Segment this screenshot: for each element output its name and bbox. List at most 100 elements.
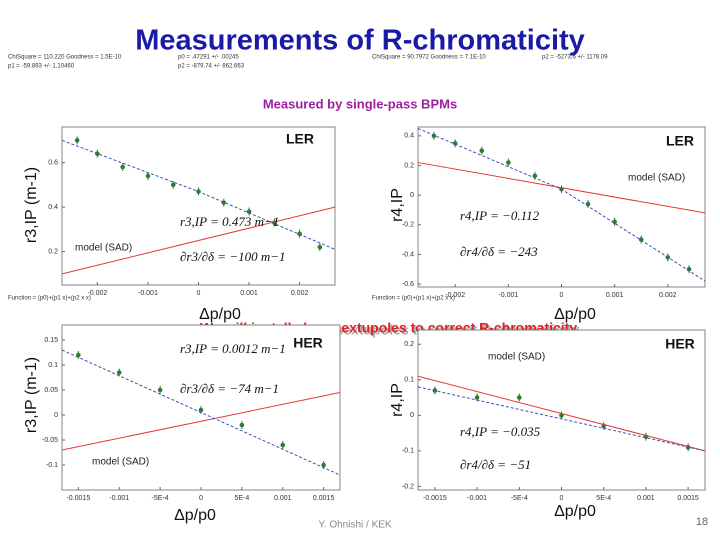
fit-stat: p2 = -5273.6 +/- 1178.09 <box>542 55 608 61</box>
data-point <box>321 462 326 468</box>
data-point <box>246 209 252 214</box>
data-point <box>506 160 511 165</box>
annotation: ∂r4/∂δ = −243 <box>460 244 538 259</box>
annotation: r3,IP = 0.473 m−1 <box>180 214 279 229</box>
y-tick-label: 0.15 <box>44 337 58 344</box>
x-tick-label: -0.001 <box>138 290 158 297</box>
data-point <box>474 395 480 400</box>
data-point <box>280 442 286 448</box>
x-tick-label: 0 <box>560 292 564 299</box>
y-tick-label: -0.2 <box>402 222 414 229</box>
x-tick-label: 0 <box>199 495 203 502</box>
data-point <box>317 244 323 250</box>
y-tick-label: 0.6 <box>48 159 58 166</box>
y-axis-label: r4,IP <box>389 383 406 417</box>
y-tick-label: 0.1 <box>404 377 414 384</box>
x-tick-label: -0.002 <box>445 292 465 299</box>
x-axis-label: Δp/p0 <box>554 306 596 323</box>
plot-area <box>417 329 706 491</box>
y-tick-label: 0.4 <box>404 133 414 140</box>
data-point <box>116 370 122 375</box>
x-tick-label: 0.001 <box>240 290 258 297</box>
model-line <box>61 206 336 275</box>
x-tick-label: -0.001 <box>109 495 129 502</box>
x-tick-label: 0.001 <box>606 292 624 299</box>
model-label: model (SAD) <box>75 243 132 254</box>
model-line <box>417 162 706 214</box>
y-tick-label: 0.2 <box>404 162 414 169</box>
fit-line <box>61 349 341 476</box>
data-point <box>239 422 245 428</box>
annotation: ∂r4/∂δ = −51 <box>460 457 531 472</box>
y-tick-label: 0 <box>410 192 414 199</box>
model-label: model (SAD) <box>488 352 545 363</box>
y-tick-label: -0.1 <box>46 462 58 469</box>
x-tick-label: -0.002 <box>87 290 107 297</box>
data-point <box>120 164 125 170</box>
fit-stat: p2 = -879.74 +/- 862.663 <box>178 64 245 70</box>
fit-line <box>61 139 336 250</box>
x-tick-label: 0.002 <box>291 290 309 297</box>
y-tick-label: -0.4 <box>402 251 414 258</box>
fit-stat: p1 = -59.893 +/- 1.10460 <box>8 64 75 70</box>
model-line <box>61 392 341 451</box>
page-number: 18 <box>696 516 708 528</box>
x-tick-label: -0.001 <box>498 292 518 299</box>
annotation: ∂r3/∂δ = −74 m−1 <box>180 381 279 396</box>
x-tick-label: 0 <box>560 495 564 502</box>
x-tick-label: -5E-4 <box>152 495 169 502</box>
y-axis-label: r3,IP (m-1) <box>23 167 40 243</box>
fit-stat: ChiSquare = 90.7972 Goodness = 7.1E-10 <box>372 55 486 61</box>
plot-area <box>61 126 336 286</box>
fit-stat: Function = (p0)+(p1 x)+(p2 x x) <box>372 296 455 302</box>
model-line <box>417 375 706 452</box>
x-tick-label: 0.001 <box>274 495 292 502</box>
data-point <box>145 173 151 179</box>
x-axis-label: Δp/p0 <box>174 507 216 524</box>
x-tick-label: 0.0015 <box>677 495 699 502</box>
footer: Y. Ohnishi / KEK <box>318 520 392 531</box>
y-tick-label: 0.4 <box>48 204 58 211</box>
fit-stat: p0 = .47291 +/- .00245 <box>178 55 239 61</box>
data-point <box>516 395 522 400</box>
y-tick-label: -0.1 <box>402 448 414 455</box>
y-tick-label: 0.1 <box>48 362 58 369</box>
chart-title: LER <box>666 133 694 149</box>
annotation: r3,IP = 0.0012 m−1 <box>180 341 286 356</box>
x-tick-label: 0.0015 <box>313 495 335 502</box>
subtitle: Measured by single-pass BPMs <box>263 96 457 111</box>
chart-title: HER <box>665 336 695 352</box>
data-point <box>76 352 81 358</box>
chart-title: HER <box>293 335 323 351</box>
y-axis-label: r3,IP (m-1) <box>23 357 40 433</box>
x-tick-label: -0.001 <box>467 495 487 502</box>
data-point <box>479 148 485 154</box>
x-tick-label: 0 <box>197 290 201 297</box>
model-label: model (SAD) <box>92 457 149 468</box>
annotation: ∂r3/∂δ = −100 m−1 <box>180 249 286 264</box>
data-point <box>157 387 163 393</box>
y-tick-label: 0 <box>54 412 58 419</box>
y-tick-label: -0.2 <box>402 483 414 490</box>
y-tick-label: 0.2 <box>48 248 58 255</box>
annotation: r4,IP = −0.035 <box>460 424 541 439</box>
data-point <box>170 182 176 188</box>
y-tick-label: 0.2 <box>404 341 414 348</box>
data-point <box>198 407 204 413</box>
x-tick-label: -5E-4 <box>511 495 528 502</box>
data-point <box>74 138 80 143</box>
x-tick-label: -0.0015 <box>66 495 90 502</box>
x-tick-label: 0.001 <box>637 495 655 502</box>
x-tick-label: 5E-4 <box>596 495 611 502</box>
y-tick-label: -0.6 <box>402 281 414 288</box>
fit-line <box>417 128 706 282</box>
model-label: model (SAD) <box>628 173 685 184</box>
y-tick-label: 0.05 <box>44 387 58 394</box>
fit-stat: Function = (p0)+(p1 x)+(p2 x x) <box>8 296 91 302</box>
y-axis-label: r4,IP <box>389 188 406 222</box>
x-tick-label: 5E-4 <box>234 495 249 502</box>
x-axis-label: Δp/p0 <box>554 503 596 520</box>
x-tick-label: 0.002 <box>659 292 677 299</box>
plot-area <box>417 126 706 288</box>
